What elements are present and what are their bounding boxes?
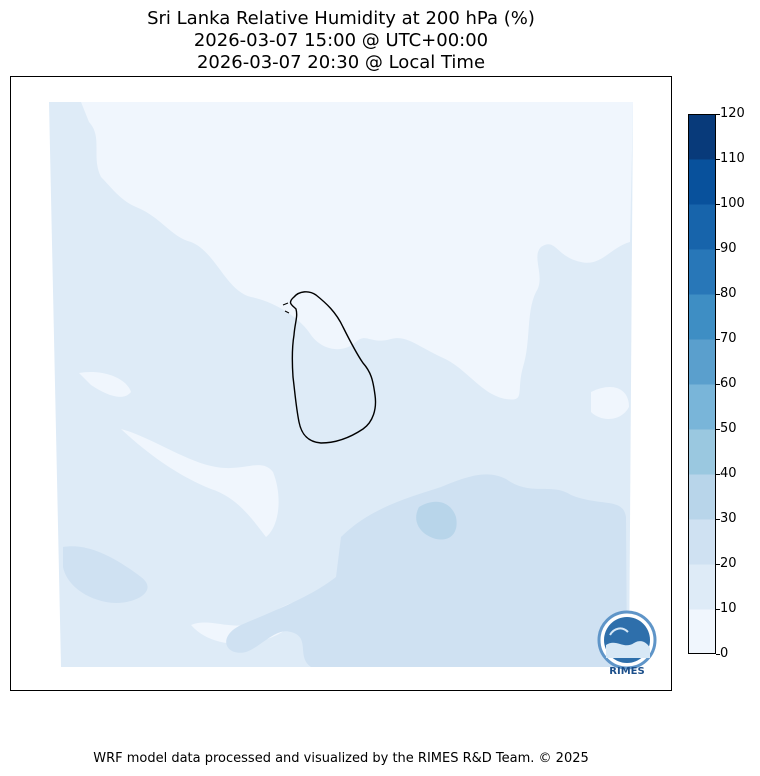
colorbar-tick-label: 50 [720, 421, 737, 436]
colorbar-segment [688, 564, 716, 610]
rimes-logo-text: RIMES [609, 666, 644, 677]
colorbar-tickmark [716, 204, 720, 205]
sri-lanka-coastline [289, 291, 377, 444]
colorbar-segment [688, 519, 716, 565]
footer-credit: WRF model data processed and visualized … [93, 751, 589, 766]
colorbar-tickmark [716, 564, 720, 565]
colorbar-segment [688, 429, 716, 475]
colorbar-border [688, 114, 716, 654]
colorbar-tick-label: 60 [720, 376, 737, 391]
colorbar-tick-label: 90 [720, 241, 737, 256]
humidity-low-region-north [81, 102, 633, 400]
colorbar-tick-label: 80 [720, 286, 737, 301]
colorbar-tick-label: 100 [720, 196, 745, 211]
colorbar-segment [688, 339, 716, 385]
map-title-line2: 2026-03-07 15:00 @ UTC+00:00 [193, 30, 489, 51]
colorbar-tick-label: 120 [720, 106, 745, 121]
humidity-high-patch [416, 501, 457, 540]
colorbar [688, 114, 716, 655]
colorbar-tickmark [716, 294, 720, 295]
humidity-low-streak [121, 429, 279, 537]
map-title-line1: Sri Lanka Relative Humidity at 200 hPa (… [147, 8, 535, 29]
humidity-moderate-south [226, 474, 627, 667]
colorbar-segment [688, 159, 716, 205]
map-panel [10, 76, 672, 691]
colorbar-tickmark [716, 114, 720, 115]
colorbar-tickmark [716, 429, 720, 430]
colorbar-tick-label: 10 [720, 601, 737, 616]
jaffna-islets [282, 302, 290, 314]
colorbar-tickmark [716, 384, 720, 385]
colorbar-segment [688, 204, 716, 250]
colorbar-tick-label: 30 [720, 511, 737, 526]
colorbar-segment [688, 384, 716, 430]
colorbar-tick-label: 40 [720, 466, 737, 481]
colorbar-tick-label: 70 [720, 331, 737, 346]
colorbar-tickmark [716, 474, 720, 475]
humidity-low-island-west [79, 371, 131, 397]
colorbar-tickmark [716, 654, 720, 655]
colorbar-segment [688, 294, 716, 340]
colorbar-svg [688, 114, 716, 655]
colorbar-segment [688, 609, 716, 655]
humidity-low-east-patch [591, 387, 629, 419]
colorbar-tickmark [716, 249, 720, 250]
colorbar-tickmark [716, 339, 720, 340]
colorbar-segment [688, 249, 716, 295]
colorbar-tick-label: 110 [720, 151, 745, 166]
colorbar-segment [688, 114, 716, 160]
humidity-moderate-west [63, 546, 148, 603]
colorbar-segment [688, 474, 716, 520]
humidity-field-map [49, 102, 633, 667]
colorbar-tickmark [716, 609, 720, 610]
map-title-line3: 2026-03-07 20:30 @ Local Time [196, 52, 486, 73]
colorbar-tick-label: 0 [720, 646, 729, 661]
colorbar-tickmark [716, 159, 720, 160]
rimes-logo: RIMES [597, 610, 657, 677]
colorbar-tickmark [716, 519, 720, 520]
colorbar-tick-label: 20 [720, 556, 737, 571]
